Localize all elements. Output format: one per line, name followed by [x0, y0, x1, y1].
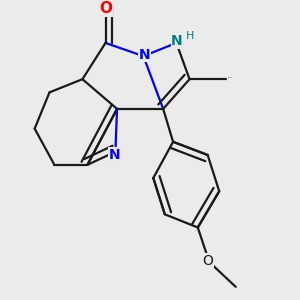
Text: N: N — [139, 48, 151, 62]
Text: H: H — [186, 31, 194, 41]
Text: N: N — [171, 34, 183, 48]
Text: O: O — [202, 254, 213, 268]
Text: methyl: methyl — [227, 77, 232, 79]
Text: N: N — [109, 148, 121, 162]
Text: O: O — [99, 1, 112, 16]
